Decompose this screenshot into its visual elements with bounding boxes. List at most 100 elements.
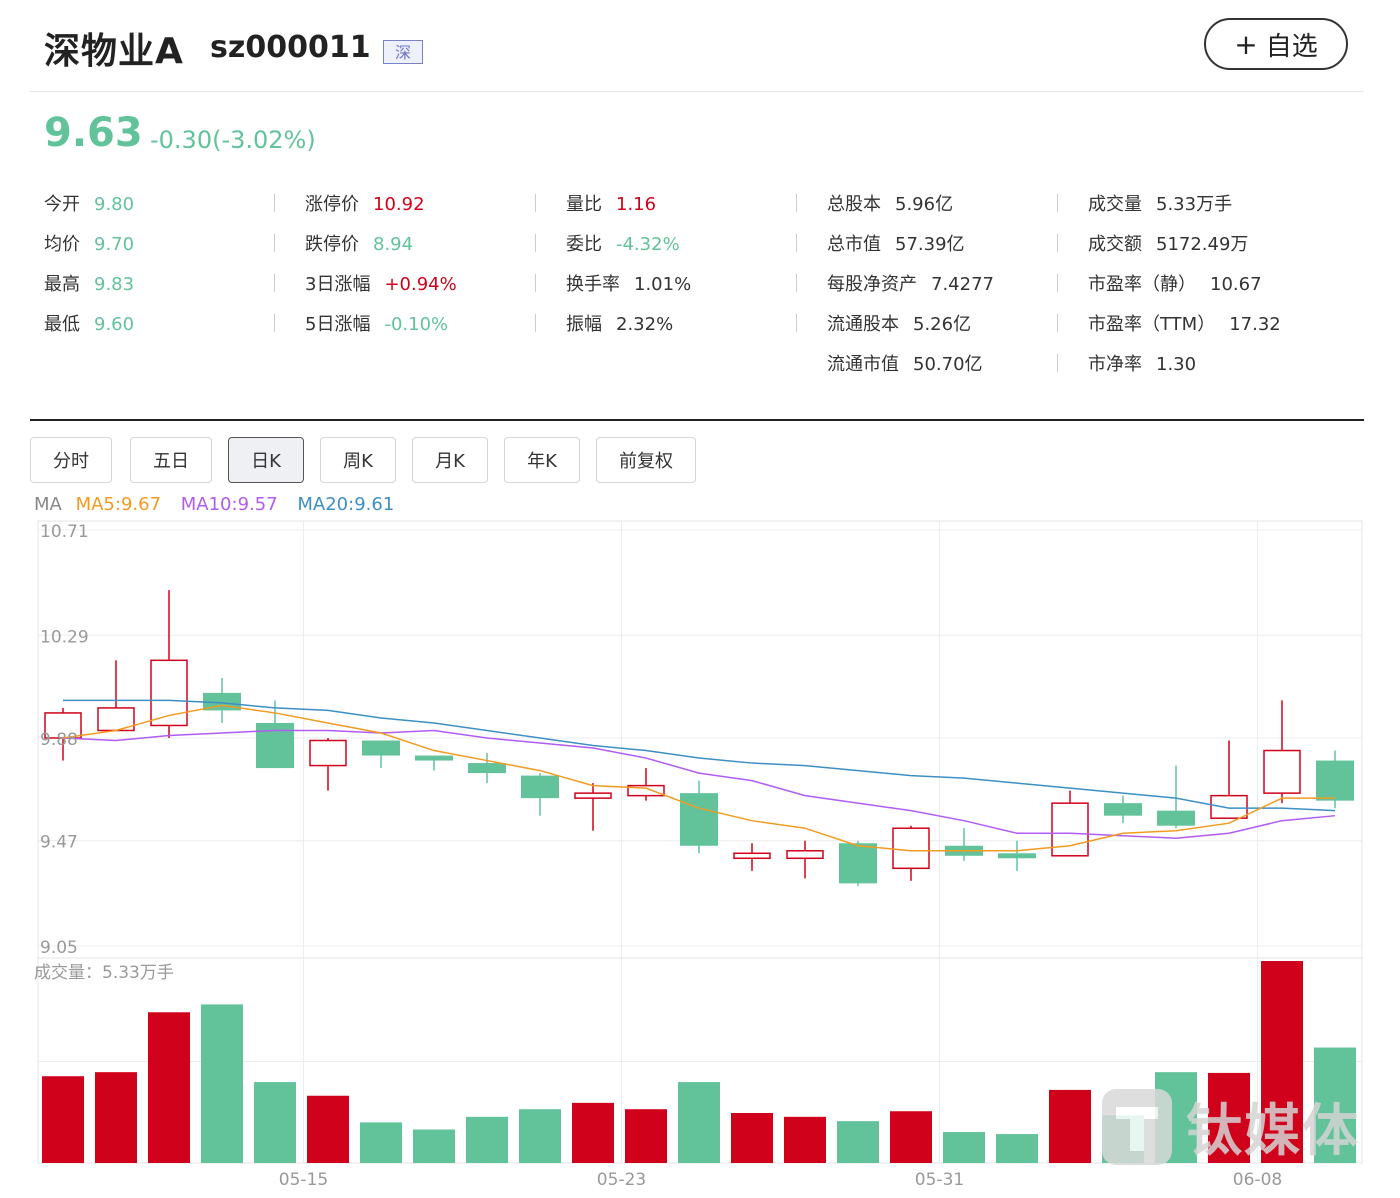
tab-period[interactable]: 分时 bbox=[30, 437, 112, 483]
y-tick-label: 9.88 bbox=[40, 730, 78, 750]
stat-separator bbox=[796, 234, 797, 252]
watermark-logo-icon bbox=[1102, 1088, 1172, 1165]
candle-body bbox=[521, 775, 559, 799]
candle-body bbox=[627, 784, 665, 797]
stat-item: 最高 9.83 bbox=[44, 270, 134, 296]
stat-value: 5.33万手 bbox=[1156, 194, 1233, 215]
volume-bar bbox=[1049, 1089, 1091, 1163]
stat-label: 振幅 bbox=[566, 314, 602, 335]
y-tick-label: 9.47 bbox=[40, 833, 78, 853]
stat-label: 成交额 bbox=[1088, 234, 1142, 255]
volume-bar bbox=[784, 1116, 826, 1163]
tab-period[interactable]: 周K bbox=[320, 437, 396, 483]
stat-label: 均价 bbox=[44, 234, 80, 255]
stat-item: 委比 -4.32% bbox=[566, 230, 680, 256]
stat-value: 5.26亿 bbox=[913, 314, 972, 335]
volume-bar bbox=[943, 1132, 985, 1163]
stat-separator bbox=[535, 234, 536, 252]
y-tick-label: 10.29 bbox=[40, 627, 89, 647]
stat-label: 换手率 bbox=[566, 274, 620, 295]
stat-label: 5日涨幅 bbox=[305, 314, 371, 335]
volume-bar bbox=[519, 1109, 561, 1163]
stat-value: 17.32 bbox=[1229, 314, 1281, 335]
stat-item: 换手率 1.01% bbox=[566, 270, 691, 296]
stat-value: 10.92 bbox=[373, 194, 425, 215]
volume-bar bbox=[254, 1082, 296, 1163]
candle-body bbox=[733, 852, 771, 860]
price-change: -0.30(-3.02%) bbox=[150, 126, 316, 154]
tab-period[interactable]: 五日 bbox=[130, 437, 212, 483]
stat-item: 市盈率（TTM） 17.32 bbox=[1088, 310, 1281, 336]
ma-legend: MA MA5:9.67 MA10:9.57 MA20:9.61 bbox=[34, 494, 408, 515]
x-tick-label: 05-23 bbox=[597, 1170, 646, 1190]
kline-chart[interactable]: 10.71 10.29 9.88 9.47 9.05 05-15 05-23 05-31 06-… bbox=[0, 515, 1400, 1198]
stat-item: 每股净资产 7.4277 bbox=[827, 270, 994, 296]
stat-separator bbox=[1057, 194, 1058, 212]
volume-bar bbox=[201, 1004, 243, 1163]
volume-bar bbox=[678, 1082, 720, 1163]
stat-label: 市盈率（TTM） bbox=[1088, 314, 1216, 335]
ma-legend-label: MA bbox=[34, 494, 62, 515]
volume-bar bbox=[890, 1111, 932, 1163]
stat-value: 57.39亿 bbox=[895, 234, 965, 255]
stat-item: 均价 9.70 bbox=[44, 230, 134, 256]
candle-body bbox=[998, 853, 1036, 859]
stat-label: 流通市值 bbox=[827, 354, 899, 375]
candle-body bbox=[574, 792, 612, 799]
stat-separator bbox=[1057, 274, 1058, 292]
volume-bar bbox=[1261, 961, 1303, 1163]
x-tick-label: 05-15 bbox=[279, 1170, 328, 1190]
tab-period[interactable]: 月K bbox=[412, 437, 488, 483]
candle-body bbox=[892, 827, 930, 870]
current-price: 9.63 bbox=[44, 110, 143, 156]
stat-value: 10.67 bbox=[1210, 274, 1262, 295]
y-tick-label: 9.05 bbox=[40, 938, 78, 958]
stat-value: 2.32% bbox=[616, 314, 674, 335]
header-divider bbox=[30, 91, 1364, 92]
stat-separator bbox=[274, 234, 275, 252]
tab-period[interactable]: 年K bbox=[504, 437, 580, 483]
y-tick-label: 10.71 bbox=[40, 522, 89, 542]
stat-separator bbox=[274, 314, 275, 332]
candle-body bbox=[468, 763, 506, 774]
candle-body bbox=[362, 740, 400, 756]
stock-name: 深物业A bbox=[44, 31, 184, 72]
stat-item: 涨停价 10.92 bbox=[305, 190, 425, 216]
stat-item: 最低 9.60 bbox=[44, 310, 134, 336]
candle-body bbox=[680, 793, 718, 846]
stat-value: 9.60 bbox=[94, 314, 135, 335]
volume-bar bbox=[466, 1116, 508, 1163]
volume-bar bbox=[625, 1109, 667, 1163]
stat-separator bbox=[796, 194, 797, 212]
stat-value: 9.83 bbox=[94, 274, 135, 295]
candle-body bbox=[1263, 749, 1301, 794]
tab-period[interactable]: 前复权 bbox=[596, 437, 696, 483]
candle-body bbox=[415, 755, 453, 761]
stat-separator bbox=[796, 274, 797, 292]
stat-value: -4.32% bbox=[616, 234, 680, 255]
watermark-text: 钛媒体 bbox=[1186, 1099, 1360, 1164]
volume-bar bbox=[1208, 1072, 1250, 1163]
tab-period[interactable]: 日K bbox=[228, 437, 304, 483]
stat-item: 5日涨幅 -0.10% bbox=[305, 310, 448, 336]
stat-value: 5.96亿 bbox=[895, 194, 954, 215]
candle-body bbox=[256, 722, 294, 769]
stat-label: 今开 bbox=[44, 194, 80, 215]
candle-body bbox=[839, 843, 877, 884]
stat-value: 9.70 bbox=[94, 234, 135, 255]
stat-separator bbox=[1057, 314, 1058, 332]
stat-value: 1.30 bbox=[1156, 354, 1197, 375]
stat-label: 总市值 bbox=[827, 234, 881, 255]
stat-item: 量比 1.16 bbox=[566, 190, 656, 216]
stat-item: 流通股本 5.26亿 bbox=[827, 310, 971, 336]
stat-label: 最低 bbox=[44, 314, 80, 335]
add-to-watchlist-button[interactable]: + 自选 bbox=[1204, 18, 1348, 70]
volume-bar bbox=[95, 1072, 137, 1163]
plus-icon: + bbox=[1234, 27, 1258, 61]
x-tick-label: 06-08 bbox=[1233, 1170, 1282, 1190]
stat-separator bbox=[274, 274, 275, 292]
stat-label: 市盈率（静） bbox=[1088, 274, 1196, 295]
stock-code: sz000011 bbox=[210, 30, 371, 65]
stat-label: 成交量 bbox=[1088, 194, 1142, 215]
stat-label: 市净率 bbox=[1088, 354, 1142, 375]
